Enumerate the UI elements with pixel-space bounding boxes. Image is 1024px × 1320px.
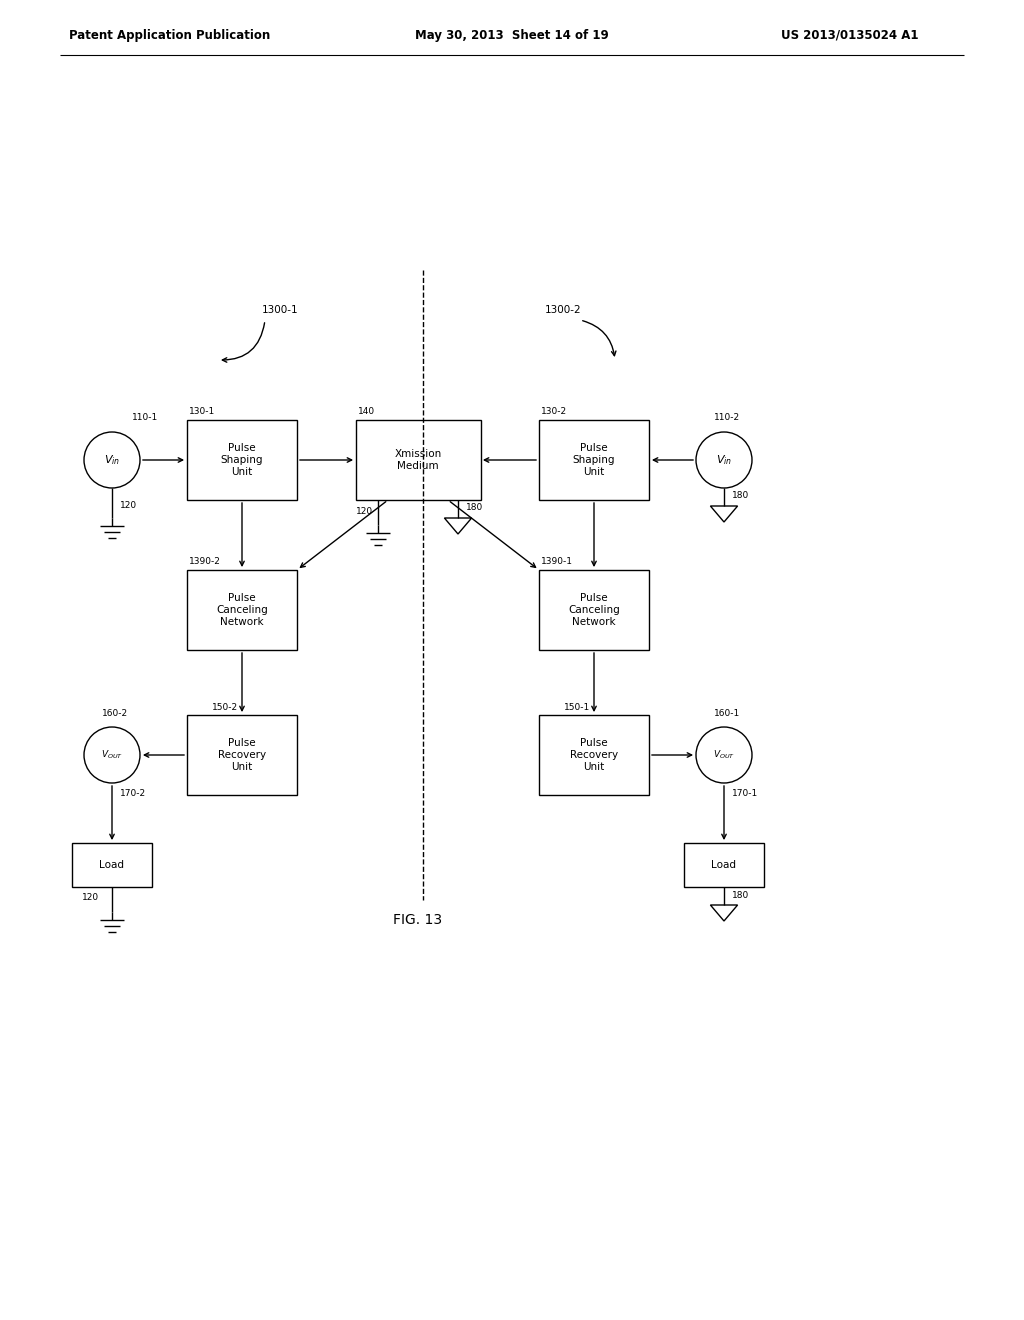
Text: May 30, 2013  Sheet 14 of 19: May 30, 2013 Sheet 14 of 19: [415, 29, 609, 41]
Circle shape: [84, 727, 140, 783]
Text: $V_{OUT}$: $V_{OUT}$: [713, 748, 735, 762]
Text: 180: 180: [732, 891, 750, 899]
Bar: [539, 570, 649, 649]
Text: 1300-2: 1300-2: [545, 305, 582, 315]
Bar: [72, 843, 152, 887]
Bar: [539, 420, 649, 500]
Text: Pulse
Recovery
Unit: Pulse Recovery Unit: [570, 738, 618, 772]
Text: 150-2: 150-2: [212, 702, 239, 711]
Bar: [356, 420, 481, 500]
Text: US 2013/0135024 A1: US 2013/0135024 A1: [781, 29, 919, 41]
Text: 120: 120: [82, 892, 99, 902]
Text: Pulse
Canceling
Network: Pulse Canceling Network: [216, 594, 268, 627]
Text: 170-1: 170-1: [732, 788, 758, 797]
Text: Pulse
Canceling
Network: Pulse Canceling Network: [568, 594, 620, 627]
Text: $V_{in}$: $V_{in}$: [716, 453, 732, 467]
Text: Load: Load: [99, 861, 125, 870]
Bar: [187, 570, 297, 649]
Text: 1390-1: 1390-1: [541, 557, 573, 566]
Bar: [539, 715, 649, 795]
Text: 1390-2: 1390-2: [189, 557, 221, 566]
Bar: [187, 420, 297, 500]
Text: 160-2: 160-2: [102, 709, 128, 718]
Text: $V_{in}$: $V_{in}$: [103, 453, 120, 467]
Circle shape: [84, 432, 140, 488]
Text: 110-1: 110-1: [132, 413, 159, 422]
Bar: [684, 843, 764, 887]
Text: Pulse
Recovery
Unit: Pulse Recovery Unit: [218, 738, 266, 772]
Text: 160-1: 160-1: [714, 709, 740, 718]
Text: 150-1: 150-1: [564, 702, 590, 711]
Text: 110-2: 110-2: [714, 413, 740, 422]
Text: 180: 180: [466, 503, 483, 512]
Text: 120: 120: [120, 502, 137, 511]
Text: Pulse
Shaping
Unit: Pulse Shaping Unit: [221, 444, 263, 477]
Text: Patent Application Publication: Patent Application Publication: [70, 29, 270, 41]
Bar: [187, 715, 297, 795]
Text: 130-1: 130-1: [189, 408, 215, 417]
Circle shape: [696, 432, 752, 488]
Circle shape: [696, 727, 752, 783]
Text: Pulse
Shaping
Unit: Pulse Shaping Unit: [572, 444, 615, 477]
Text: FIG. 13: FIG. 13: [393, 913, 442, 927]
Text: 170-2: 170-2: [120, 788, 146, 797]
Text: $V_{OUT}$: $V_{OUT}$: [101, 748, 123, 762]
Text: Xmission
Medium: Xmission Medium: [394, 449, 441, 471]
Text: 130-2: 130-2: [541, 408, 567, 417]
Text: 180: 180: [732, 491, 750, 500]
Text: 140: 140: [358, 408, 375, 417]
Text: 120: 120: [356, 507, 373, 516]
Text: 1300-1: 1300-1: [262, 305, 299, 315]
Text: Load: Load: [712, 861, 736, 870]
